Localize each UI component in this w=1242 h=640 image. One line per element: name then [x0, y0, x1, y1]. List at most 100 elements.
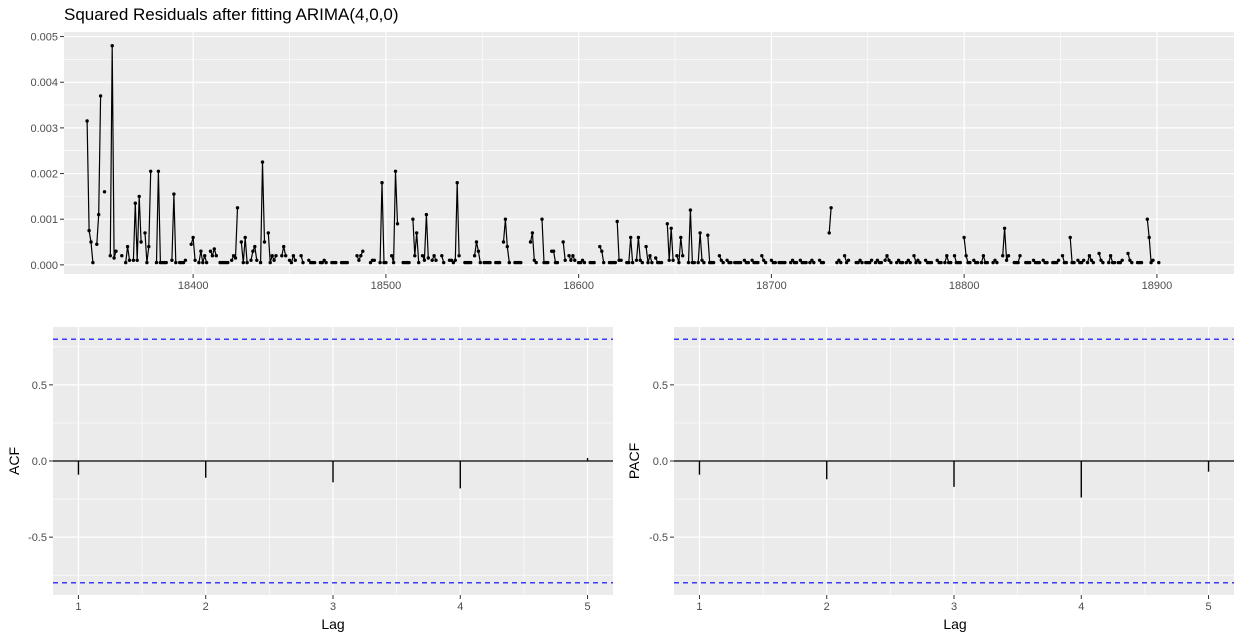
data-point [413, 254, 417, 258]
data-point [873, 260, 878, 265]
data-point [395, 222, 400, 226]
data-point [1056, 258, 1061, 262]
data-point [154, 260, 159, 265]
data-point [243, 235, 247, 240]
data-point [299, 254, 303, 258]
data-point [706, 233, 710, 237]
data-point [85, 119, 89, 123]
data-point [904, 260, 908, 265]
data-point [738, 260, 743, 265]
data-point [613, 260, 617, 265]
x-tick-label: 18800 [949, 280, 980, 292]
data-point [345, 260, 349, 265]
data-point [393, 169, 398, 173]
data-point [679, 235, 683, 240]
data-point [675, 254, 679, 258]
data-point [763, 260, 768, 265]
data-point [291, 254, 296, 258]
data-point [580, 258, 585, 262]
data-point [991, 260, 995, 265]
data-point [203, 254, 207, 258]
data-point [995, 260, 999, 265]
x-tick-label: 18700 [756, 280, 787, 292]
data-point [896, 258, 901, 262]
data-point [422, 258, 427, 262]
y-tick-label: -0.5 [28, 532, 47, 544]
x-tick-label: 4 [457, 601, 463, 613]
data-point [1097, 251, 1101, 256]
data-point [1068, 235, 1072, 240]
data-point [1087, 254, 1092, 258]
data-point [191, 235, 195, 240]
data-point [1072, 260, 1076, 265]
data-point [255, 258, 259, 262]
data-point [1149, 260, 1153, 265]
x-tick-label: 2 [203, 601, 209, 613]
data-point [102, 190, 107, 194]
data-point [644, 244, 648, 249]
data-point [312, 260, 317, 265]
data-point [505, 244, 509, 249]
data-point [1002, 226, 1007, 230]
data-point [503, 217, 508, 221]
data-point [582, 260, 587, 265]
y-tick-label: 0.004 [30, 77, 58, 89]
y-tick-label: 0.001 [30, 214, 58, 226]
y-tick-label: 0.0 [32, 456, 47, 468]
data-point [842, 254, 847, 258]
data-point [1099, 258, 1103, 262]
data-point [534, 260, 538, 265]
series-line [391, 170, 399, 264]
data-point [249, 258, 253, 262]
data-point [324, 260, 328, 265]
data-point [301, 260, 305, 265]
data-point [798, 258, 802, 262]
data-point [979, 260, 984, 265]
series-line [144, 171, 152, 264]
data-point [1108, 254, 1113, 258]
data-point [1004, 258, 1009, 262]
data-point [546, 260, 550, 265]
data-point [501, 240, 506, 244]
data-point [1089, 258, 1094, 262]
data-point [1118, 260, 1123, 265]
data-point [756, 260, 760, 265]
data-point [794, 260, 799, 265]
data-point [972, 258, 976, 262]
data-point [634, 258, 639, 262]
data-point [578, 260, 583, 265]
series-line [645, 246, 653, 264]
data-point [91, 260, 95, 265]
data-point [821, 260, 826, 265]
series-line [209, 248, 217, 257]
data-point [952, 254, 957, 258]
data-point [135, 258, 139, 262]
data-point [1018, 254, 1022, 258]
x-tick-label: 18400 [178, 280, 209, 292]
data-point [725, 258, 729, 262]
data-point [769, 258, 774, 262]
data-point [368, 260, 373, 265]
data-point [488, 260, 492, 265]
data-point [1120, 258, 1124, 262]
x-tick-label: 1 [75, 601, 81, 613]
data-point [127, 258, 132, 262]
data-point [120, 254, 124, 258]
y-tick-label: 0.002 [30, 169, 58, 181]
data-point [804, 260, 808, 265]
series-line [562, 241, 566, 261]
data-point [571, 254, 575, 258]
data-point [87, 228, 91, 233]
pacf-y-axis-title: PACF [626, 443, 642, 479]
data-point [420, 254, 425, 258]
data-point [985, 260, 989, 265]
data-point [783, 260, 787, 265]
x-tick-label: 2 [824, 601, 830, 613]
data-point [108, 254, 113, 258]
data-point [789, 260, 793, 265]
data-point [497, 260, 502, 265]
series-line [568, 255, 576, 261]
data-point [231, 254, 236, 258]
data-point [1130, 260, 1134, 265]
data-point [391, 260, 396, 265]
